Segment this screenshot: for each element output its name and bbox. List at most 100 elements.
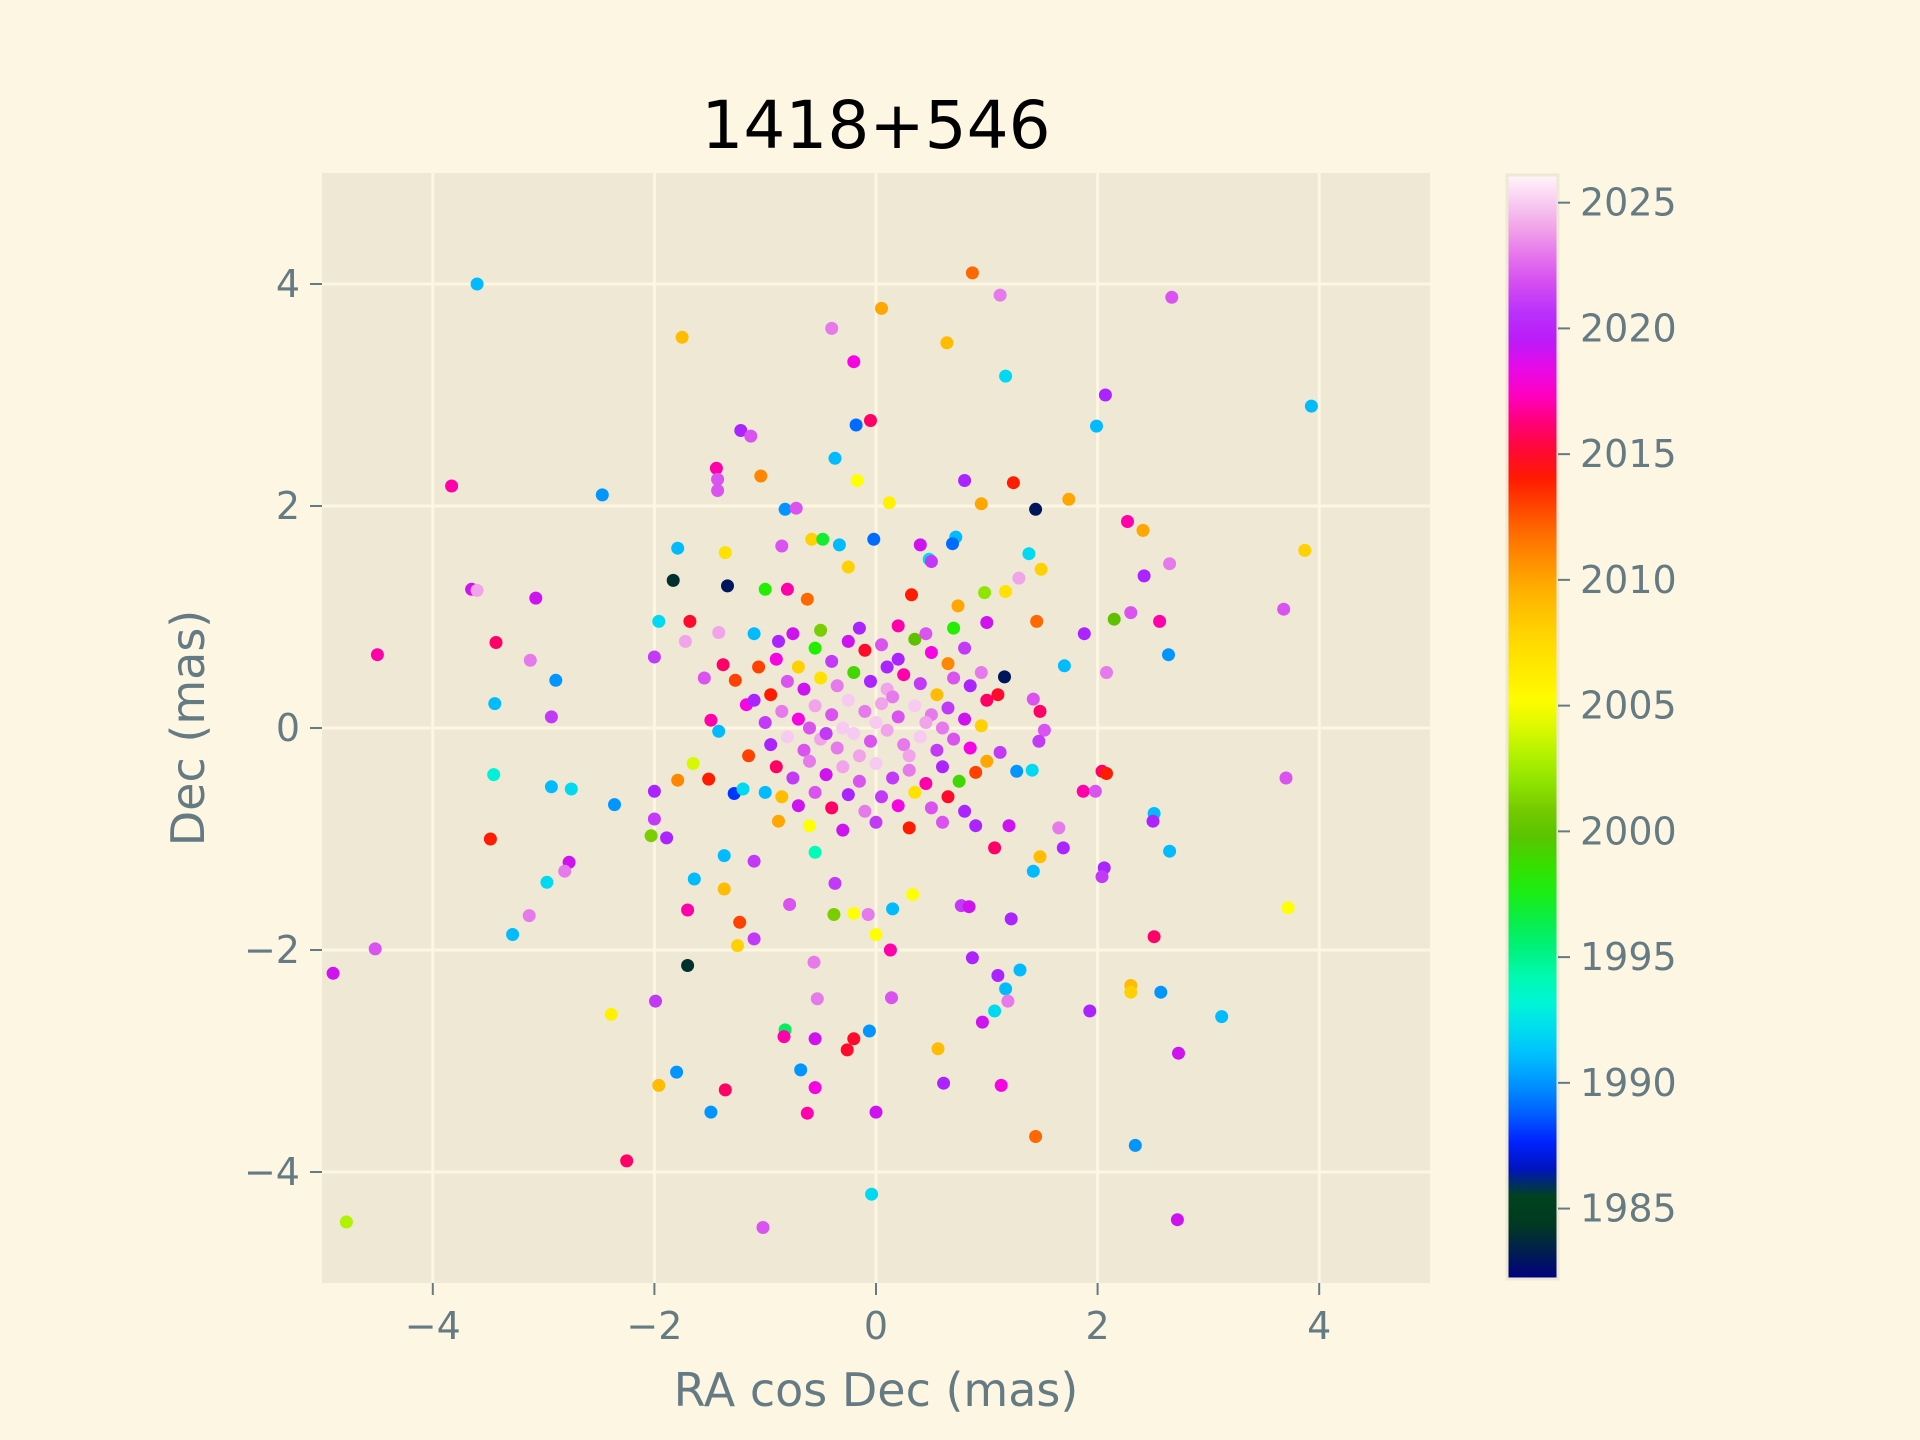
data-point [902,821,916,835]
x-axis-label: RA cos Dec (mas) [674,1363,1079,1417]
data-point [832,538,846,552]
data-point [908,699,922,713]
data-point [1052,821,1066,835]
data-point [791,660,805,674]
data-point [564,782,578,796]
data-point [716,658,730,672]
data-point [1029,502,1043,516]
y-axis: −4 −2 0 2 4 [244,262,322,1194]
data-point [704,1105,718,1119]
data-point [808,1081,822,1095]
data-point [869,815,883,829]
data-point [1062,492,1076,506]
data-point [991,969,1005,982]
data-point [769,652,783,666]
data-point [816,532,830,546]
data-point [747,627,761,641]
data-point [828,451,842,465]
colorbar-tick-label: 1985 [1580,1187,1677,1231]
data-point [1165,290,1179,304]
data-point [902,749,916,763]
data-point [1026,864,1040,878]
data-point [937,1076,951,1090]
data-point [733,915,747,929]
data-point [712,724,726,738]
data-point [1163,557,1177,571]
data-point [544,710,558,724]
data-point [709,461,723,475]
data-point [999,982,1013,996]
data-point [671,773,685,787]
data-point [919,777,933,790]
data-point [718,1083,732,1097]
data-point [814,623,828,637]
data-point [752,660,766,674]
data-point [947,732,961,746]
data-point [991,688,1005,702]
y-tick-label: 2 [276,484,300,528]
data-point [786,771,800,785]
data-point [875,697,888,711]
data-point [905,588,918,602]
data-point [1013,963,1027,977]
data-point [734,424,748,437]
data-point [1124,606,1138,620]
data-point [1098,388,1112,402]
data-point [825,801,839,815]
data-point [780,674,794,688]
data-point [830,679,844,693]
data-point [756,1221,770,1234]
data-point [858,643,872,657]
x-axis: −4 −2 0 2 4 [405,1283,1331,1348]
data-point [1147,930,1161,944]
data-point [647,812,661,826]
data-point [814,671,828,685]
data-point [965,951,979,965]
data-point [339,1215,353,1229]
data-point [1107,612,1121,626]
data-point [670,1065,684,1079]
data-point [847,355,861,369]
data-point [711,484,725,497]
data-point [1056,841,1070,855]
data-point [958,712,972,726]
data-point [1057,659,1071,673]
data-point [1033,704,1047,718]
y-tick-label: 0 [276,706,300,750]
data-point [919,716,933,729]
data-point [867,532,881,546]
data-point [678,634,692,648]
data-point [974,497,988,511]
data-point [783,898,797,911]
data-point [847,906,861,920]
colorbar-tick-label: 2000 [1580,809,1677,853]
data-point [675,330,689,344]
data-point [445,479,459,493]
data-point [861,908,875,921]
x-tick-label: −2 [626,1304,682,1348]
data-point [1088,784,1102,798]
data-point [789,501,803,515]
data-point [764,738,778,752]
data-point [1137,569,1151,583]
data-point [769,760,783,774]
colorbar-tick-label: 2020 [1580,306,1677,350]
data-point [807,955,821,969]
data-point [858,704,872,718]
data-point [558,864,572,878]
y-tick-label: −4 [244,1150,300,1194]
data-point [993,745,1007,759]
data-point [1037,723,1051,737]
data-point [803,721,816,735]
data-point [1095,870,1109,884]
data-point [683,614,697,628]
data-point [913,677,927,691]
data-point [980,693,994,707]
data-point [897,668,911,682]
data-point [913,730,927,744]
data-point [797,743,811,757]
data-point [974,719,988,733]
data-point [803,819,816,833]
data-point [647,650,661,664]
